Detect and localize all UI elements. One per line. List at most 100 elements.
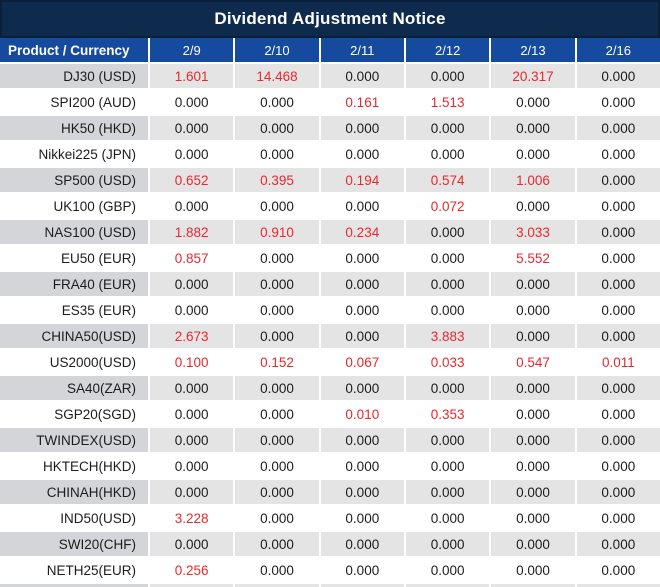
dividend-value: 0.000 (576, 376, 660, 400)
dividend-value: 0.000 (491, 194, 575, 218)
cropped-row-fragment (320, 584, 404, 587)
dividend-value: 0.000 (491, 428, 575, 452)
column-header-product: Product / Currency (0, 38, 148, 62)
column-header-date: 2/12 (406, 38, 490, 62)
dividend-value: 0.161 (320, 90, 404, 114)
dividend-value: 0.011 (576, 350, 660, 374)
dividend-value: 0.010 (320, 402, 404, 426)
cropped-row-fragment (0, 584, 148, 587)
dividend-value: 5.552 (491, 246, 575, 270)
dividend-value: 0.000 (150, 272, 234, 296)
dividend-value: 0.000 (576, 480, 660, 504)
product-label: FRA40 (EUR) (0, 272, 148, 296)
dividend-value: 0.194 (320, 168, 404, 192)
dividend-value: 0.000 (576, 298, 660, 322)
dividend-value: 0.000 (576, 428, 660, 452)
dividend-value: 0.000 (491, 480, 575, 504)
dividend-value: 0.000 (320, 246, 404, 270)
dividend-value: 0.000 (235, 194, 319, 218)
dividend-value: 0.000 (406, 272, 490, 296)
dividend-value: 0.000 (576, 220, 660, 244)
dividend-value: 0.000 (150, 454, 234, 478)
dividend-value: 0.000 (235, 558, 319, 582)
dividend-value: 0.000 (235, 532, 319, 556)
dividend-value: 0.000 (235, 324, 319, 348)
product-label: SA40(ZAR) (0, 376, 148, 400)
column-header-date: 2/9 (150, 38, 234, 62)
dividend-value: 0.000 (320, 506, 404, 530)
dividend-table: Product / Currency 2/9 2/10 2/11 2/12 2/13 2/… (0, 38, 660, 587)
dividend-value: 0.000 (491, 298, 575, 322)
dividend-value: 0.000 (576, 194, 660, 218)
dividend-value: 0.000 (235, 506, 319, 530)
product-label: CHINA50(USD) (0, 324, 148, 348)
dividend-value: 0.000 (406, 64, 490, 88)
column-header-date: 2/11 (320, 38, 404, 62)
product-label: SWI20(CHF) (0, 532, 148, 556)
dividend-value: 0.256 (150, 558, 234, 582)
dividend-value: 0.547 (491, 350, 575, 374)
column-header-date: 2/10 (235, 38, 319, 62)
dividend-value: 0.000 (320, 142, 404, 166)
dividend-value: 0.000 (491, 272, 575, 296)
dividend-value: 0.000 (320, 64, 404, 88)
dividend-value: 0.000 (320, 116, 404, 140)
dividend-value: 0.000 (576, 506, 660, 530)
dividend-value: 0.000 (406, 220, 490, 244)
dividend-value: 0.000 (150, 116, 234, 140)
dividend-value: 3.883 (406, 324, 490, 348)
dividend-value: 2.673 (150, 324, 234, 348)
cropped-row-fragment (235, 584, 319, 587)
dividend-value: 0.000 (491, 454, 575, 478)
dividend-value: 0.000 (235, 402, 319, 426)
dividend-value: 0.000 (576, 90, 660, 114)
product-label: CHINAH(HKD) (0, 480, 148, 504)
dividend-value: 0.000 (150, 142, 234, 166)
dividend-value: 20.317 (491, 64, 575, 88)
column-header-date: 2/16 (576, 38, 660, 62)
dividend-value: 0.000 (491, 142, 575, 166)
dividend-value: 0.000 (406, 428, 490, 452)
dividend-value: 0.353 (406, 402, 490, 426)
dividend-value: 0.000 (576, 168, 660, 192)
dividend-value: 0.000 (320, 376, 404, 400)
dividend-value: 0.574 (406, 168, 490, 192)
dividend-value: 0.000 (406, 298, 490, 322)
product-label: IND50(USD) (0, 506, 148, 530)
product-label: EU50 (EUR) (0, 246, 148, 270)
dividend-value: 0.000 (491, 532, 575, 556)
dividend-value: 0.000 (320, 324, 404, 348)
dividend-value: 0.000 (235, 246, 319, 270)
dividend-value: 0.000 (320, 480, 404, 504)
dividend-value: 0.910 (235, 220, 319, 244)
cropped-row-fragment (406, 584, 490, 587)
dividend-value: 0.000 (406, 376, 490, 400)
dividend-value: 0.395 (235, 168, 319, 192)
dividend-value: 0.652 (150, 168, 234, 192)
dividend-value: 0.000 (150, 298, 234, 322)
dividend-value: 0.000 (320, 272, 404, 296)
dividend-value: 0.000 (235, 428, 319, 452)
dividend-value: 0.000 (320, 454, 404, 478)
dividend-value: 0.000 (491, 402, 575, 426)
dividend-value: 0.000 (235, 142, 319, 166)
dividend-value: 0.000 (150, 194, 234, 218)
dividend-value: 0.000 (576, 454, 660, 478)
dividend-value: 0.000 (235, 376, 319, 400)
dividend-value: 0.000 (235, 480, 319, 504)
dividend-value: 0.000 (576, 324, 660, 348)
product-label: UK100 (GBP) (0, 194, 148, 218)
dividend-value: 0.000 (576, 272, 660, 296)
dividend-value: 0.000 (491, 324, 575, 348)
dividend-value: 0.000 (235, 454, 319, 478)
dividend-value: 0.000 (235, 116, 319, 140)
dividend-value: 0.000 (406, 532, 490, 556)
dividend-value: 0.000 (491, 376, 575, 400)
dividend-value: 0.000 (491, 558, 575, 582)
dividend-value: 0.000 (406, 142, 490, 166)
dividend-value: 1.601 (150, 64, 234, 88)
dividend-value: 0.000 (150, 90, 234, 114)
dividend-value: 14.468 (235, 64, 319, 88)
dividend-value: 0.100 (150, 350, 234, 374)
dividend-value: 0.152 (235, 350, 319, 374)
